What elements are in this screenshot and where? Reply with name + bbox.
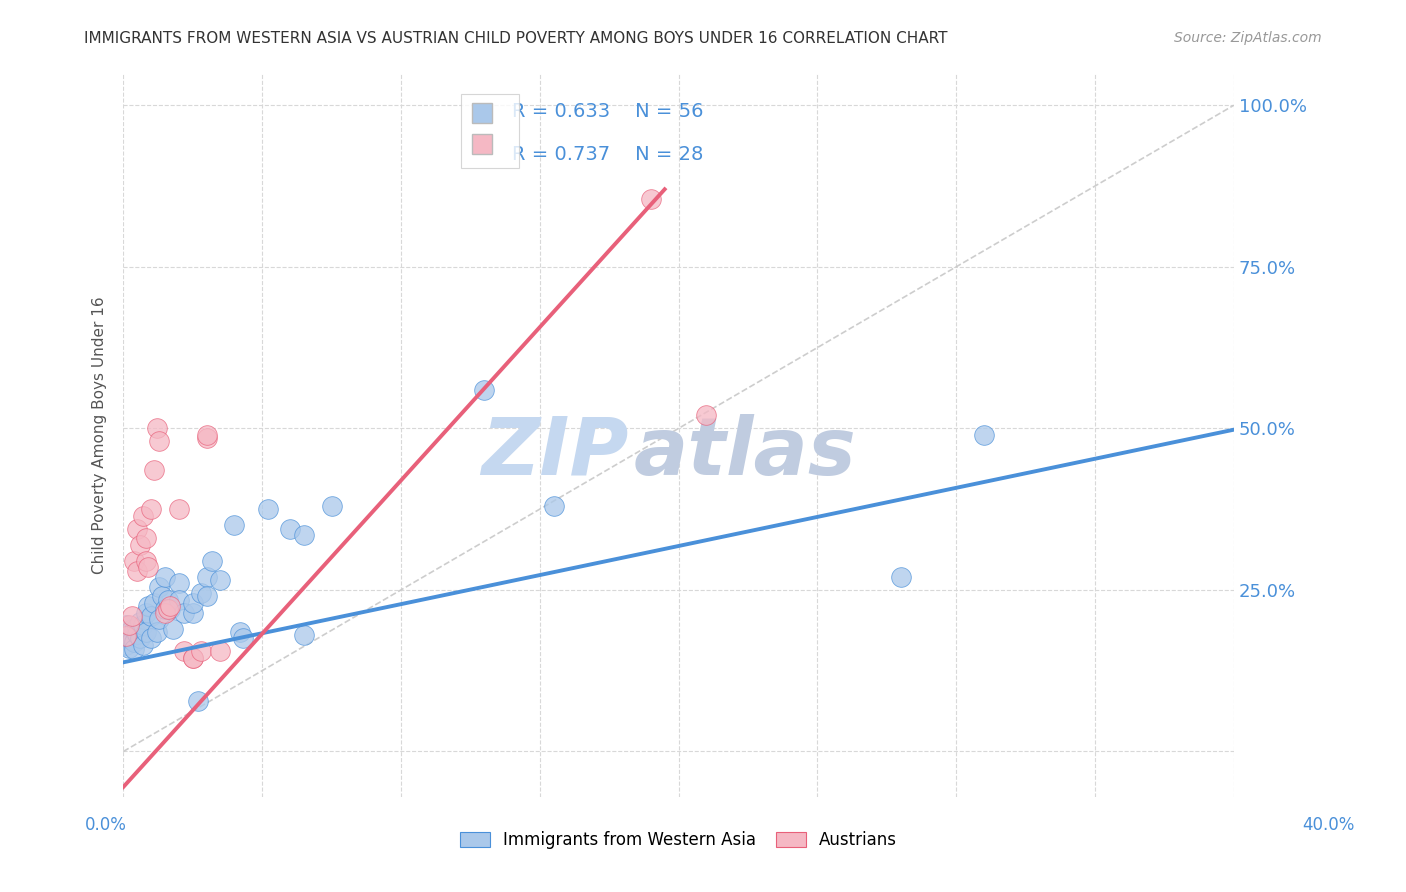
Point <box>118 641 141 656</box>
Point <box>159 602 181 616</box>
Point <box>209 573 232 587</box>
Point <box>148 580 170 594</box>
Point <box>181 596 204 610</box>
Point <box>229 624 252 639</box>
Point <box>132 638 155 652</box>
Point <box>640 192 662 206</box>
Point <box>292 628 315 642</box>
Text: 40.0%: 40.0% <box>1302 816 1355 834</box>
Point <box>148 434 170 449</box>
Point <box>124 634 146 648</box>
Point <box>121 608 143 623</box>
Point <box>127 627 149 641</box>
Point <box>156 602 179 616</box>
Text: atlas: atlas <box>634 414 856 492</box>
Point <box>472 383 495 397</box>
Point <box>127 522 149 536</box>
Point <box>145 421 167 435</box>
Point <box>890 570 912 584</box>
Point <box>167 576 190 591</box>
Legend: , : , <box>461 94 519 168</box>
Point <box>150 590 173 604</box>
Point <box>153 606 176 620</box>
Point <box>278 522 301 536</box>
Text: 0.0%: 0.0% <box>84 816 127 834</box>
Point <box>195 428 218 442</box>
Point <box>127 620 149 634</box>
Text: R = 0.633    N = 56: R = 0.633 N = 56 <box>512 102 703 121</box>
Point <box>292 528 315 542</box>
Point <box>124 623 146 637</box>
Point <box>181 650 204 665</box>
Point <box>167 502 190 516</box>
Point <box>209 644 232 658</box>
Point <box>134 606 156 620</box>
Point <box>195 570 218 584</box>
Point <box>153 570 176 584</box>
Text: ZIP: ZIP <box>481 414 628 492</box>
Point <box>148 612 170 626</box>
Point <box>224 518 246 533</box>
Point <box>124 554 146 568</box>
Point <box>139 502 162 516</box>
Point <box>153 602 176 616</box>
Point <box>195 590 218 604</box>
Point <box>136 560 159 574</box>
Point <box>124 642 146 657</box>
Point <box>181 606 204 620</box>
Point <box>973 428 995 442</box>
Point <box>132 508 155 523</box>
Point <box>156 592 179 607</box>
Point <box>132 618 155 632</box>
Point <box>115 618 138 632</box>
Point <box>162 622 184 636</box>
Y-axis label: Child Poverty Among Boys Under 16: Child Poverty Among Boys Under 16 <box>93 296 107 574</box>
Point <box>159 599 181 613</box>
Point <box>167 592 190 607</box>
Point <box>121 622 143 636</box>
Point <box>139 608 162 623</box>
Point <box>181 650 204 665</box>
Point <box>190 586 212 600</box>
Point <box>321 499 343 513</box>
Point <box>195 431 218 445</box>
Point <box>118 632 141 646</box>
Text: R = 0.737    N = 28: R = 0.737 N = 28 <box>512 145 703 164</box>
Point <box>173 644 195 658</box>
Point <box>173 606 195 620</box>
Text: IMMIGRANTS FROM WESTERN ASIA VS AUSTRIAN CHILD POVERTY AMONG BOYS UNDER 16 CORRE: IMMIGRANTS FROM WESTERN ASIA VS AUSTRIAN… <box>84 31 948 46</box>
Point <box>136 599 159 613</box>
Point <box>232 632 254 646</box>
Point <box>115 632 138 646</box>
Point <box>129 632 152 646</box>
Point <box>134 554 156 568</box>
Point <box>190 644 212 658</box>
Point <box>129 615 152 630</box>
Point <box>127 564 149 578</box>
Point <box>142 463 165 477</box>
Point <box>256 502 278 516</box>
Point <box>129 538 152 552</box>
Point <box>201 554 224 568</box>
Point <box>118 618 141 632</box>
Point <box>695 409 717 423</box>
Point <box>543 499 565 513</box>
Text: Source: ZipAtlas.com: Source: ZipAtlas.com <box>1174 31 1322 45</box>
Point <box>142 596 165 610</box>
Point <box>115 630 138 644</box>
Point <box>187 694 209 708</box>
Point <box>134 624 156 639</box>
Point <box>134 531 156 545</box>
Point <box>118 624 141 639</box>
Point <box>145 624 167 639</box>
Point <box>139 632 162 646</box>
Point <box>121 630 143 644</box>
Point <box>115 638 138 652</box>
Point <box>121 633 143 648</box>
